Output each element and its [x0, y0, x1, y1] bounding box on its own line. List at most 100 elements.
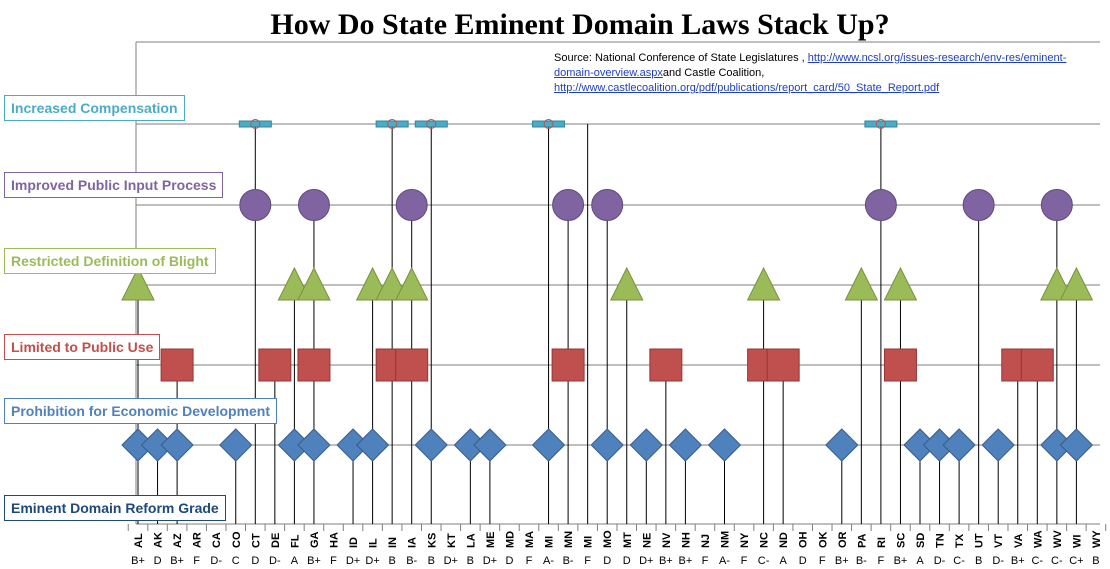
economic-marker-tx	[942, 428, 976, 462]
state-label-0: AL	[133, 533, 145, 548]
state-label-38: RI	[876, 537, 888, 548]
grade-label-25: D	[623, 555, 631, 567]
public_input-marker-ia	[395, 189, 428, 221]
category-label-blight: Restricted Definition of Blight	[4, 248, 216, 274]
grade-label-7: D-	[269, 555, 281, 567]
economic-marker-co	[219, 428, 253, 462]
economic-marker-mi	[531, 428, 566, 462]
grade-label-44: D-	[992, 555, 1004, 567]
grade-label-18: D+	[483, 555, 497, 567]
grade-label-36: B+	[835, 555, 849, 567]
grade-label-15: B	[428, 555, 435, 567]
category-label-compensation: Increased Compensation	[4, 95, 185, 121]
state-label-44: VT	[993, 534, 1005, 548]
grade-label-11: D+	[346, 555, 360, 567]
grade-label-47: C-	[1051, 555, 1063, 567]
state-label-1: AK	[153, 532, 165, 548]
public_input-marker-mn	[552, 189, 585, 221]
source-note: Source: National Conference of State Leg…	[554, 51, 1094, 96]
grade-label-3: F	[193, 555, 200, 567]
grade-label-22: B-	[563, 555, 574, 567]
economic-marker-mo	[590, 428, 624, 462]
public_use-marker-nv	[649, 348, 683, 382]
grade-label-40: A	[916, 555, 924, 567]
public_use-marker-sc	[883, 348, 917, 382]
state-label-45: VA	[1013, 533, 1025, 548]
public_use-marker-de	[258, 348, 292, 382]
state-label-32: NC	[759, 532, 771, 548]
grade-label-24: D	[603, 555, 611, 567]
economic-marker-az	[160, 428, 194, 462]
grade-label-39: B+	[894, 555, 908, 567]
compensation-marker-ks	[414, 120, 448, 128]
compensation-marker-mi	[532, 120, 566, 128]
chart-title: How Do State Eminent Domain Laws Stack U…	[270, 8, 890, 41]
grade-label-4: D-	[210, 555, 222, 567]
public_input-marker-mo	[591, 189, 624, 221]
state-label-8: FL	[289, 534, 301, 548]
state-label-31: NY	[739, 532, 751, 548]
blight-marker-wi	[1059, 266, 1094, 301]
state-label-27: NV	[661, 532, 673, 548]
blight-marker-ia	[394, 266, 429, 301]
public_use-marker-nd	[766, 348, 800, 382]
state-label-9: GA	[309, 531, 321, 548]
public_input-marker-ut	[962, 189, 995, 221]
state-label-39: SC	[895, 533, 907, 548]
source-link-castle[interactable]: http://www.castlecoalition.org/pdf/publi…	[554, 82, 940, 94]
state-label-35: OK	[817, 531, 829, 548]
grade-label-30: A-	[719, 555, 730, 567]
state-label-3: AR	[192, 532, 204, 548]
blight-marker-mt	[609, 266, 644, 301]
grade-label-2: B+	[170, 555, 184, 567]
grade-label-31: F	[741, 555, 748, 567]
state-label-49: WY	[1091, 530, 1103, 548]
grade-label-49: B	[1092, 555, 1099, 567]
state-label-16: KT	[446, 533, 458, 548]
state-label-24: MO	[602, 530, 614, 548]
state-label-6: CT	[250, 533, 262, 548]
economic-marker-wi	[1059, 428, 1094, 462]
state-label-10: HA	[329, 532, 341, 548]
economic-marker-me	[473, 428, 507, 462]
grade-label-34: D	[799, 555, 807, 567]
state-label-7: DE	[270, 533, 282, 548]
state-label-2: AZ	[172, 533, 184, 548]
state-label-42: TX	[954, 533, 966, 548]
state-label-40: SD	[915, 533, 927, 548]
public_input-marker-ri	[864, 189, 897, 221]
compensation-marker-ri	[864, 120, 898, 128]
grade-label-37: B-	[856, 555, 867, 567]
state-label-22: MN	[563, 531, 575, 548]
grade-label-6: D	[251, 555, 259, 567]
public_input-marker-wv	[1040, 189, 1073, 221]
public_use-marker-mn	[551, 348, 585, 382]
grade-label-17: B	[467, 555, 474, 567]
grade-label-28: B+	[679, 555, 693, 567]
public_input-marker-ga	[297, 189, 330, 221]
grade-label-23: F	[584, 555, 591, 567]
grade-label-32: C-	[758, 555, 770, 567]
grade-label-0: B+	[131, 555, 145, 567]
blight-marker-al	[121, 266, 155, 301]
grade-label-27: B+	[659, 555, 673, 567]
grade-label-10: F	[330, 555, 337, 567]
source-link-ncsl[interactable]: http://www.ncsl.org/issues-research/env-…	[554, 52, 1067, 79]
state-label-26: NE	[641, 533, 653, 548]
category-label-public_input: Improved Public Input Process	[4, 172, 224, 198]
state-label-46: WA	[1032, 530, 1044, 548]
grade-label-29: F	[702, 555, 709, 567]
public_use-marker-ia	[395, 348, 429, 382]
grade-label-16: D+	[444, 555, 458, 567]
compensation-marker-mi-dot	[543, 119, 554, 129]
state-label-33: ND	[778, 532, 790, 548]
compensation-marker-ks-dot	[426, 119, 437, 129]
economic-marker-nh	[668, 428, 703, 462]
source-prefix: Source: National Conference of State Leg…	[554, 52, 805, 64]
state-label-17: LA	[465, 533, 477, 548]
grade-label-33: A	[779, 555, 787, 567]
compensation-marker-ri-dot	[875, 119, 886, 129]
state-label-18: ME	[485, 532, 497, 549]
grade-label-21: A-	[543, 555, 554, 567]
grade-label-41: D-	[934, 555, 946, 567]
